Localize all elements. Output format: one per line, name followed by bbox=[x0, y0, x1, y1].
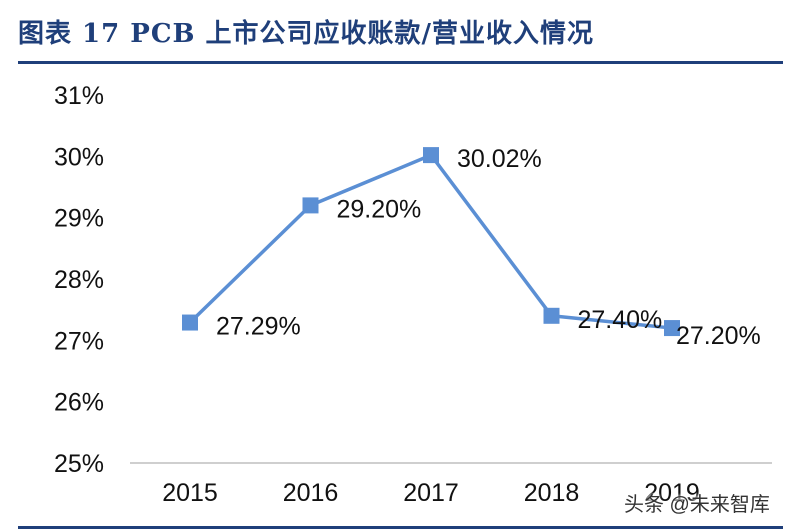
y-tick-label: 28% bbox=[54, 266, 104, 294]
y-tick-label: 30% bbox=[54, 143, 104, 171]
data-point-marker bbox=[302, 197, 319, 214]
data-point-marker bbox=[182, 314, 198, 331]
bottom-rule bbox=[18, 526, 783, 529]
data-label: 30.02% bbox=[457, 145, 542, 173]
x-tick-label: 2015 bbox=[162, 479, 218, 507]
y-tick-label: 25% bbox=[54, 450, 104, 478]
data-point-marker bbox=[664, 320, 680, 337]
x-tick-label: 2018 bbox=[524, 479, 580, 507]
data-label: 27.20% bbox=[676, 322, 761, 350]
data-point-marker bbox=[543, 307, 560, 324]
x-tick-label: 2017 bbox=[403, 479, 459, 507]
y-tick-label: 29% bbox=[54, 205, 104, 233]
data-label: 29.20% bbox=[337, 195, 422, 223]
y-tick-label: 27% bbox=[54, 327, 104, 355]
series-line bbox=[188, 153, 673, 330]
x-tick-label: 2016 bbox=[283, 479, 339, 507]
watermark: 头条 @未来智库 bbox=[624, 494, 770, 516]
data-point-marker bbox=[423, 147, 439, 164]
y-tick-label: 31% bbox=[54, 82, 104, 110]
y-tick-label: 26% bbox=[54, 389, 104, 417]
figure-title: 图表 17 PCB 上市公司应收账款/营业收入情况 bbox=[18, 19, 595, 49]
data-label: 27.40% bbox=[578, 306, 663, 334]
data-label: 27.29% bbox=[216, 313, 301, 341]
title-underline bbox=[18, 61, 783, 64]
x-tick-label: 2019 bbox=[644, 479, 700, 507]
